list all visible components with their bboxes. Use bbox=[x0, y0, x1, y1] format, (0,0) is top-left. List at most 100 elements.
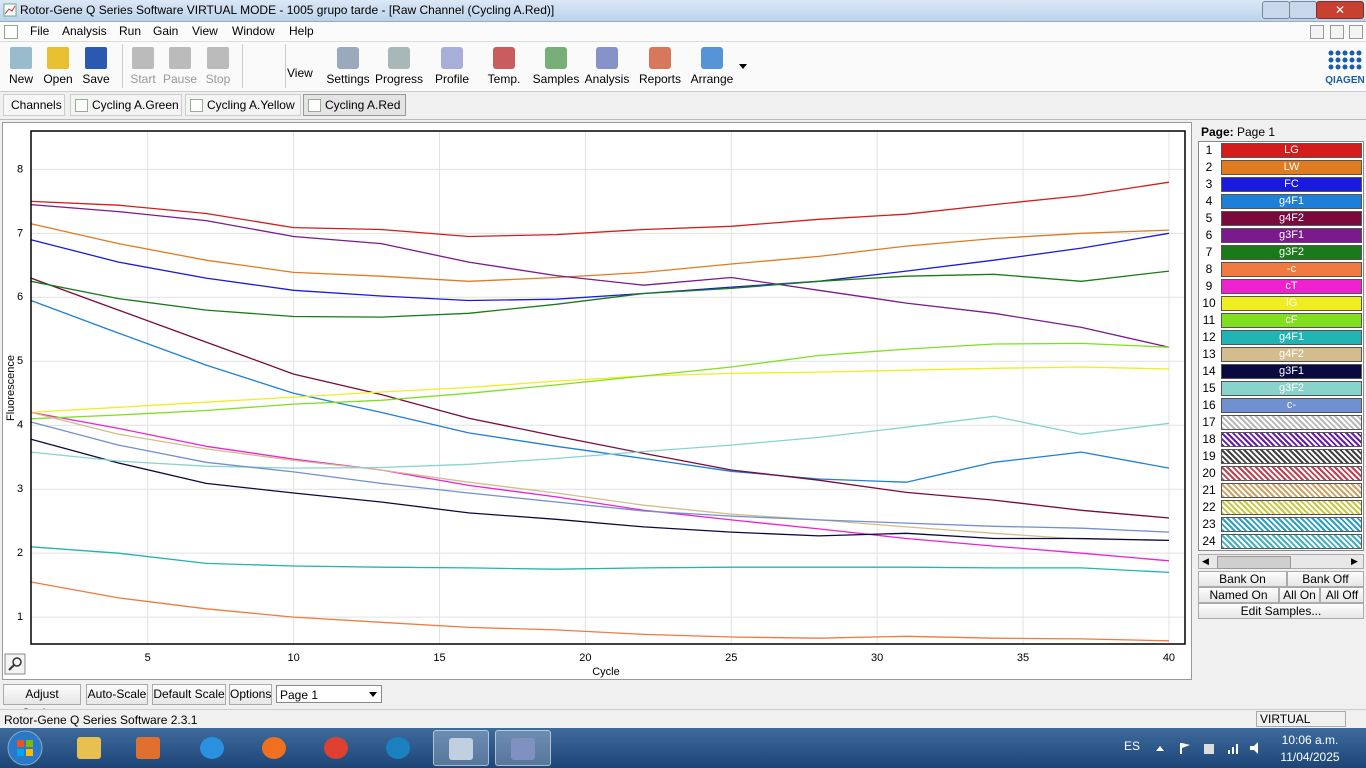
toolbar-label: Stop bbox=[205, 72, 231, 86]
sample-cell[interactable]: g3F2 bbox=[1221, 245, 1362, 260]
empty-sample-cell[interactable] bbox=[1221, 466, 1362, 481]
scale-button[interactable]: Adjust Scale... bbox=[3, 684, 81, 720]
taskbar-app[interactable] bbox=[62, 730, 118, 766]
menu-item[interactable]: Window bbox=[232, 24, 275, 38]
channel-tab[interactable]: Cycling A.Yellow bbox=[185, 94, 301, 116]
sample-cell[interactable]: LW bbox=[1221, 160, 1362, 175]
toolbar-button[interactable]: Save bbox=[68, 46, 124, 90]
taskbar-app[interactable] bbox=[309, 730, 365, 766]
panel-button[interactable]: All On bbox=[1279, 587, 1320, 603]
toolbar-button[interactable]: Start bbox=[115, 46, 171, 90]
sample-cell[interactable]: g3F1 bbox=[1221, 228, 1362, 243]
sample-cell[interactable]: IG bbox=[1221, 296, 1362, 311]
panel-button[interactable]: All Off bbox=[1320, 587, 1364, 603]
empty-sample-cell[interactable] bbox=[1221, 517, 1362, 532]
system-tray[interactable] bbox=[1152, 740, 1272, 756]
empty-sample-cell[interactable] bbox=[1221, 415, 1362, 430]
channel-label: Cycling A.Red bbox=[325, 98, 401, 112]
scroll-thumb[interactable] bbox=[1217, 556, 1291, 569]
scroll-left[interactable]: ◀ bbox=[1202, 556, 1209, 566]
page-select[interactable]: Page 1 bbox=[276, 685, 382, 703]
sample-cell[interactable]: g4F2 bbox=[1221, 211, 1362, 226]
channel-icon bbox=[75, 99, 88, 112]
mdi-control[interactable] bbox=[1310, 25, 1324, 39]
start-button[interactable] bbox=[6, 729, 44, 767]
sample-number: 8 bbox=[1205, 262, 1213, 276]
sample-cell[interactable]: g4F1 bbox=[1221, 194, 1362, 209]
scale-button[interactable]: Auto-Scale bbox=[86, 684, 148, 705]
sample-number: 14 bbox=[1202, 364, 1216, 378]
toolbar-button[interactable]: Progress bbox=[371, 46, 427, 90]
empty-sample-cell[interactable] bbox=[1221, 500, 1362, 515]
clock-date[interactable]: 11/04/2025 bbox=[1280, 750, 1340, 764]
empty-sample-cell[interactable] bbox=[1221, 483, 1362, 498]
sample-cell[interactable]: LG bbox=[1221, 143, 1362, 158]
taskbar-app[interactable] bbox=[371, 730, 427, 766]
toolbar-icon bbox=[701, 47, 723, 69]
taskbar-app[interactable] bbox=[247, 730, 303, 766]
mdi-control[interactable] bbox=[1330, 25, 1344, 39]
panel-button[interactable]: Edit Samples... bbox=[1198, 603, 1364, 619]
taskbar-app[interactable] bbox=[185, 730, 241, 766]
taskbar-app[interactable] bbox=[121, 730, 177, 766]
language-indicator[interactable]: ES bbox=[1124, 739, 1141, 753]
sample-cell[interactable]: g4F2 bbox=[1221, 347, 1362, 362]
toolbar-button[interactable]: Stop bbox=[190, 46, 246, 90]
channel-tab[interactable]: Cycling A.Green bbox=[70, 94, 182, 116]
toolbar-icon bbox=[337, 47, 359, 69]
toolbar-button[interactable]: New bbox=[0, 46, 49, 90]
panel-button[interactable]: Bank Off bbox=[1287, 571, 1364, 587]
empty-sample-cell[interactable] bbox=[1221, 534, 1362, 549]
toolbar-button[interactable]: Samples bbox=[528, 46, 584, 90]
horizontal-scrollbar[interactable]: ◀ ▶ bbox=[1198, 554, 1364, 569]
toolbar-icon bbox=[47, 47, 69, 69]
app-icon bbox=[386, 737, 410, 759]
scale-button[interactable]: Default Scale bbox=[152, 684, 226, 705]
sample-cell[interactable]: g4F1 bbox=[1221, 330, 1362, 345]
close-button[interactable]: ✕ bbox=[1316, 1, 1364, 19]
toolbar-button[interactable]: Settings bbox=[320, 46, 376, 90]
panel-button[interactable]: Named On bbox=[1198, 587, 1279, 603]
empty-sample-cell[interactable] bbox=[1221, 432, 1362, 447]
sample-cell[interactable]: FC bbox=[1221, 177, 1362, 192]
clock-time[interactable]: 10:06 a.m. bbox=[1281, 733, 1339, 747]
sample-cell[interactable]: c- bbox=[1221, 398, 1362, 413]
dropdown-arrow[interactable] bbox=[738, 62, 748, 70]
toolbar-button[interactable]: Analysis bbox=[579, 46, 635, 90]
sample-cell[interactable]: g3F1 bbox=[1221, 364, 1362, 379]
sample-number: 17 bbox=[1202, 415, 1216, 429]
scroll-right[interactable]: ▶ bbox=[1351, 556, 1358, 566]
menu-item[interactable]: Analysis bbox=[62, 24, 107, 38]
maximize-button[interactable] bbox=[1289, 1, 1317, 19]
menu-item[interactable]: Gain bbox=[153, 24, 179, 38]
toolbar-button[interactable]: Profile bbox=[424, 46, 480, 90]
toolbar-button[interactable]: Open bbox=[30, 46, 86, 90]
menu-item[interactable]: Help bbox=[289, 24, 314, 38]
menu-item[interactable]: View bbox=[192, 24, 218, 38]
empty-sample-cell[interactable] bbox=[1221, 449, 1362, 464]
panel-button[interactable]: Bank On bbox=[1198, 571, 1287, 587]
menu-icon bbox=[4, 25, 18, 39]
taskbar-app[interactable] bbox=[433, 730, 489, 766]
minimize-button[interactable] bbox=[1262, 1, 1290, 19]
mdi-control[interactable] bbox=[1349, 25, 1363, 39]
status-text: Rotor-Gene Q Series Software 2.3.1 bbox=[4, 713, 198, 727]
toolbar-button[interactable]: Pause bbox=[152, 46, 208, 90]
menu-item[interactable]: Run bbox=[119, 24, 142, 38]
toolbar-button[interactable]: Reports bbox=[632, 46, 688, 90]
menu-item[interactable]: File bbox=[30, 24, 50, 38]
window-title: Rotor-Gene Q Series Software VIRTUAL MOD… bbox=[20, 3, 555, 17]
taskbar-app[interactable] bbox=[495, 730, 551, 766]
app-icon bbox=[3, 3, 17, 17]
sample-cell[interactable]: g3F2 bbox=[1221, 381, 1362, 396]
sample-cell[interactable]: cT bbox=[1221, 279, 1362, 294]
sample-cell[interactable]: cF bbox=[1221, 313, 1362, 328]
toolbar-icon bbox=[169, 47, 191, 69]
sample-number: 15 bbox=[1202, 381, 1216, 395]
scale-button[interactable]: Options bbox=[229, 684, 272, 705]
sample-number: 2 bbox=[1205, 160, 1213, 174]
toolbar-button[interactable]: Temp. bbox=[476, 46, 532, 90]
toolbar-button[interactable]: Arrange bbox=[684, 46, 740, 90]
sample-cell[interactable]: -c bbox=[1221, 262, 1362, 277]
channel-tab[interactable]: Cycling A.Red bbox=[303, 94, 406, 116]
